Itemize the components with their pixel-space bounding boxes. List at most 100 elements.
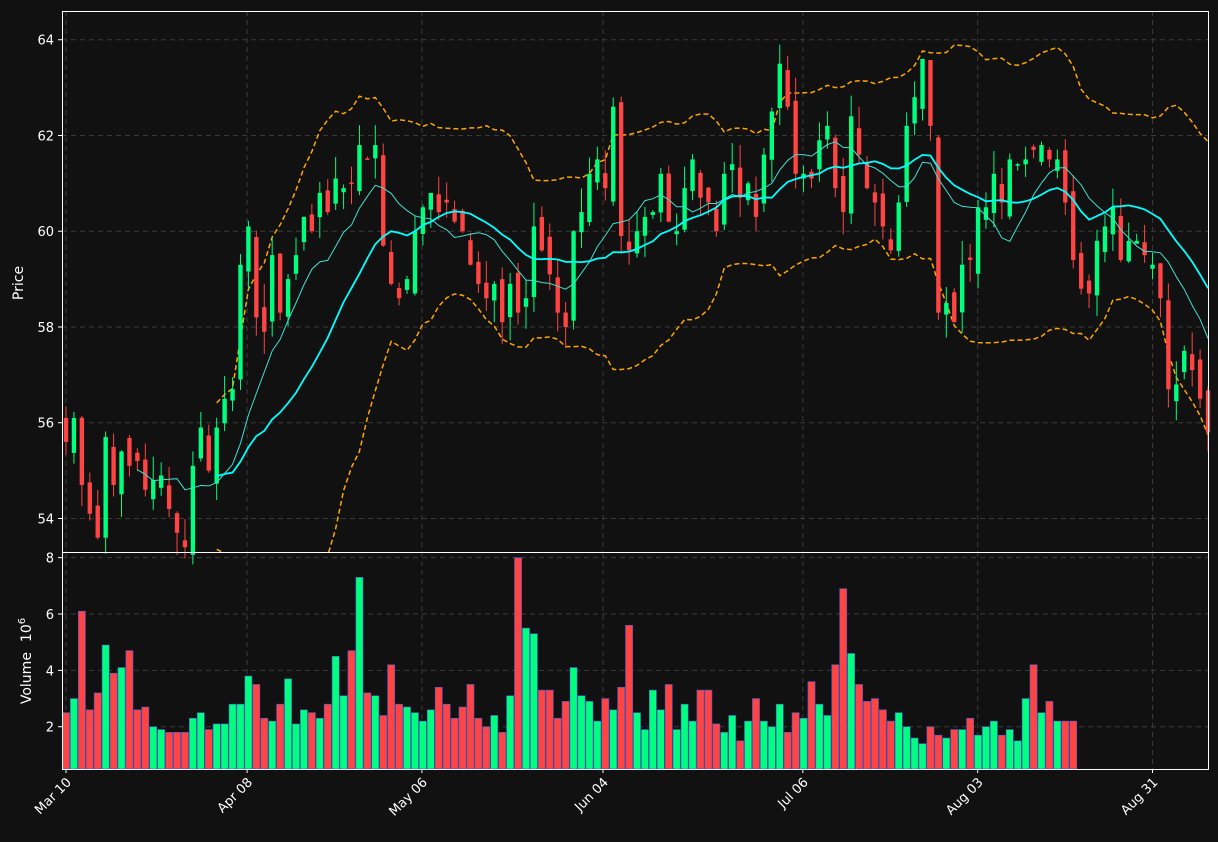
volume-bar [307,712,316,770]
candle-up [674,231,679,235]
volume-bar [482,726,491,770]
candle-down [127,437,132,466]
candle-up [333,178,338,204]
candle-up [341,188,346,193]
volume-bar [1045,701,1054,770]
candle-down [785,70,790,107]
volume-bar [228,703,237,770]
candle-down [864,161,870,189]
volume-bar [672,729,681,770]
volume-bar [458,706,467,770]
candle-down [500,279,505,323]
volume-bar [1005,729,1014,770]
volume-bar [641,729,649,770]
volume-bar [101,644,110,770]
candle-up [373,145,378,159]
candle-down [381,155,386,246]
volume-bar [664,684,673,770]
candle-up [650,212,656,215]
volume-bar [189,717,197,770]
volume-bar [300,709,308,770]
volume-bar [395,703,403,770]
candle-down [484,282,489,299]
candle-up [761,154,767,204]
volume-bar [815,703,824,770]
candle-up [492,283,497,301]
candle-down [539,216,545,251]
candle-down [325,190,330,213]
candle-down [880,193,886,227]
candle-up [1126,240,1131,262]
volume-bar [871,698,879,770]
candle-up [769,111,775,160]
volume-y-axis: 2 4 6 8 [46,552,62,736]
candle-down [841,176,846,213]
candlestick-series [63,44,1211,565]
candle-up [428,192,433,210]
candle-down [277,253,283,313]
volume-bar [419,720,427,770]
volume-bar [490,715,499,770]
candle-up [1094,240,1100,296]
candle-up [158,475,164,488]
volume-bar [537,689,546,770]
candle-up [920,58,925,109]
volume-bar [799,717,808,770]
volume-bar [149,726,158,770]
volume-bar [783,732,792,770]
volume-bar [847,653,856,770]
volume-bar [387,664,396,770]
candle-down [936,137,941,313]
candle-up [420,207,426,235]
candle-down [888,239,893,251]
volume-bar [292,723,300,770]
price-axis-title: Price [11,266,27,300]
volume-bar [173,732,181,770]
volume-bar [276,703,285,770]
volume-bar [93,692,102,770]
price-tick-label: 58 [37,321,54,336]
candle-down [436,194,441,213]
candle-up [230,389,235,401]
candle-up [531,226,537,297]
volume-bar [633,712,641,770]
candle-up [745,183,751,201]
volume-bar [902,726,911,770]
volume-bar [712,723,721,770]
candle-up [1134,240,1139,244]
candle-down [182,540,188,548]
volume-bar [442,703,451,770]
candle-down [135,452,140,462]
candle-up [190,465,196,555]
candle-up [611,106,616,202]
volume-axis-title: Volume 106 [17,618,35,704]
bollinger-upper-band [216,44,1208,404]
candle-down [1086,280,1092,294]
volume-bar [934,734,943,770]
volume-tick-label: 8 [46,552,54,567]
candle-up [71,417,77,453]
volume-bar [997,734,1006,770]
volume-bar [863,701,871,770]
candle-down [714,208,719,232]
candle-up [682,188,687,230]
candle-up [1150,264,1155,269]
candle-up [634,231,640,254]
candle-down [1166,300,1171,390]
volume-bar [553,717,562,770]
candle-down [547,236,552,275]
volume-bar [879,709,887,770]
volume-bar [85,709,94,770]
volume-bar [133,709,142,770]
volume-bar [323,703,332,770]
volume-bar [886,720,895,770]
candle-up [270,255,275,322]
volume-bar [625,624,633,770]
candle-down [515,272,521,313]
candle-down [63,417,69,442]
candle-up [412,231,418,294]
candle-down [698,172,703,198]
candle-up [1015,164,1020,166]
candle-up [825,125,830,140]
price-tick-label: 64 [37,34,54,49]
